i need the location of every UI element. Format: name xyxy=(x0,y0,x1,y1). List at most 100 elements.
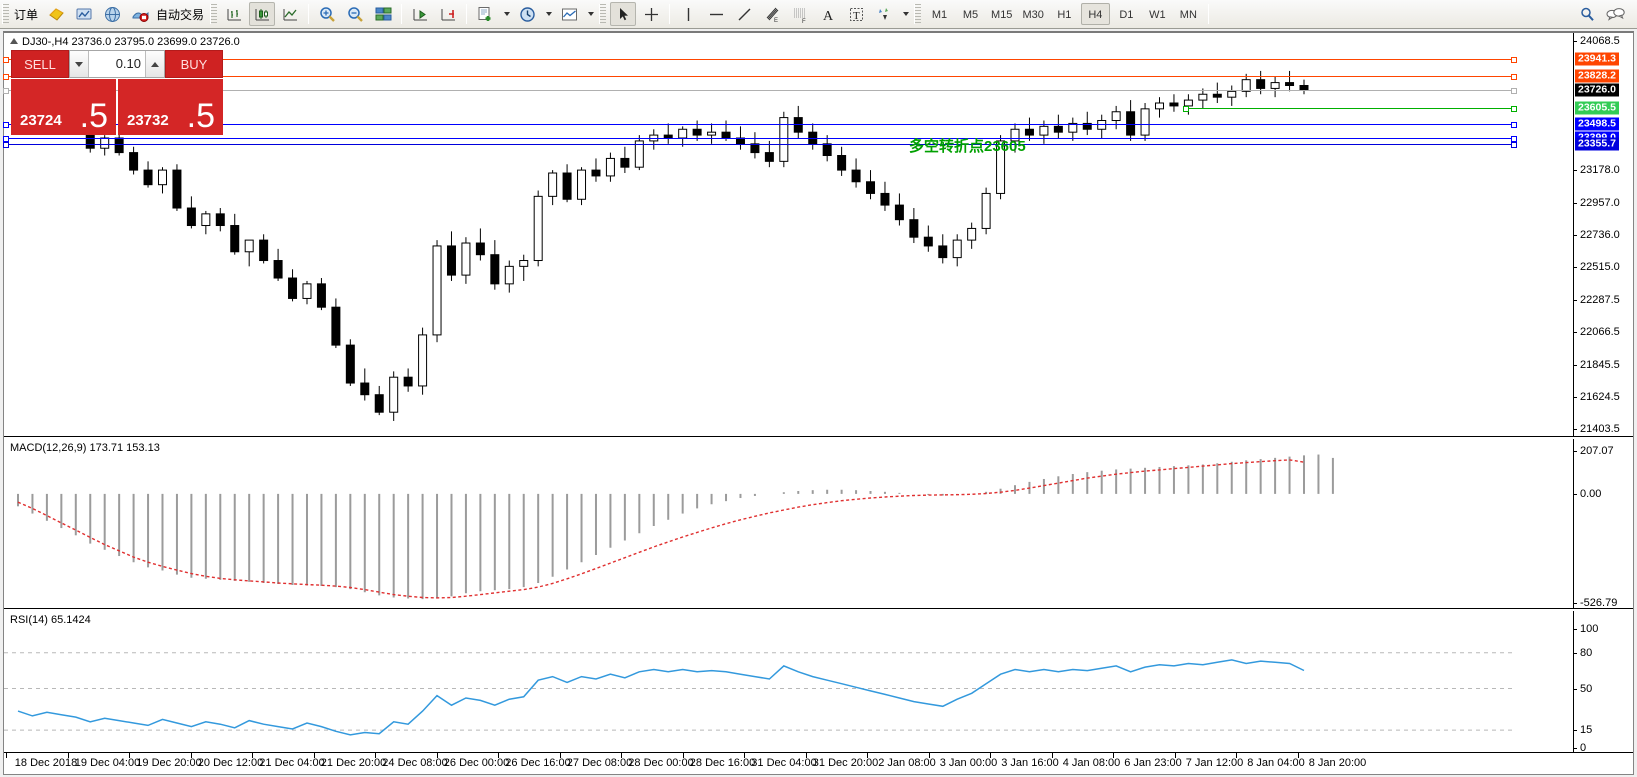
volume-input-group[interactable]: 0.10 xyxy=(69,50,165,78)
price-tick-label: 23178.0 xyxy=(1580,164,1620,177)
price-badge[interactable]: 23941.3 xyxy=(1575,52,1619,66)
timeframe-m15[interactable]: M15 xyxy=(991,9,1013,21)
toolbar-grip-3[interactable] xyxy=(599,4,607,24)
indicators-dropdown-icon[interactable] xyxy=(584,2,596,26)
timeframe-h4[interactable]: H4 xyxy=(1080,3,1110,25)
periods-icon[interactable] xyxy=(514,2,540,26)
volume-increment-icon[interactable] xyxy=(145,51,164,77)
price-level-handle-right[interactable] xyxy=(1511,121,1517,128)
signals-icon[interactable] xyxy=(71,2,97,26)
objects-dropdown-icon[interactable] xyxy=(899,2,911,26)
volume-value[interactable]: 0.10 xyxy=(89,51,145,77)
market-icon[interactable] xyxy=(99,2,125,26)
price-pane[interactable]: DJ30-,H4 23736.0 23795.0 23699.0 23726.0… xyxy=(3,33,1633,437)
price-level-handle[interactable] xyxy=(3,136,9,143)
price-level-line[interactable] xyxy=(3,121,1517,128)
price-level-line[interactable] xyxy=(1183,106,1517,113)
buy-button[interactable]: BUY xyxy=(165,50,223,78)
fibonacci-icon[interactable]: F xyxy=(787,2,813,26)
autotrade-label[interactable]: 自动交易 xyxy=(156,7,205,22)
one-click-trading-panel[interactable]: SELL 0.10 BUY 23724 .5 23732 .5 xyxy=(11,50,223,135)
price-level-handle-right[interactable] xyxy=(1511,73,1517,80)
price-axis[interactable]: 24068.5 23178.0 22957.0 22736.0 22515.0 … xyxy=(1573,33,1633,436)
sell-button[interactable]: SELL xyxy=(11,50,69,78)
buy-price-box[interactable]: 23732 .5 xyxy=(118,79,223,135)
timeframe-m1[interactable]: M1 xyxy=(931,9,948,21)
crosshair-icon[interactable] xyxy=(638,2,664,26)
templates-dropdown-icon[interactable] xyxy=(500,2,512,26)
order-button-label[interactable]: 订单 xyxy=(14,7,39,22)
bar-chart-icon[interactable] xyxy=(221,2,247,26)
chart-window[interactable]: DJ30-,H4 23736.0 23795.0 23699.0 23726.0… xyxy=(3,31,1634,775)
tile-windows-icon[interactable] xyxy=(370,2,396,26)
line-chart-icon[interactable] xyxy=(277,2,303,26)
price-level-handle[interactable] xyxy=(3,73,9,80)
indicators-icon[interactable] xyxy=(556,2,582,26)
periods-dropdown-icon[interactable] xyxy=(542,2,554,26)
macd-pane[interactable]: MACD(12,26,9) 173.71 153.13 207.07 0.00 … xyxy=(4,439,1633,609)
macd-plot-area[interactable] xyxy=(4,439,1633,608)
price-badge[interactable]: 23355.7 xyxy=(1575,137,1619,151)
price-level-handle-right[interactable] xyxy=(1511,88,1517,95)
chat-icon[interactable] xyxy=(1602,2,1628,26)
volume-dropdown-icon[interactable] xyxy=(70,51,89,77)
price-level-handle-right[interactable] xyxy=(1511,142,1517,149)
price-badge[interactable]: 23605.5 xyxy=(1575,101,1619,115)
price-badge[interactable]: 23726.0 xyxy=(1575,83,1619,97)
price-level-line[interactable] xyxy=(3,88,1517,95)
toolbar-grip-2[interactable] xyxy=(210,4,218,24)
macd-axis[interactable]: 207.07 0.00 -526.79 xyxy=(1573,439,1633,609)
price-tick-label: 22515.0 xyxy=(1580,261,1620,274)
price-level-handle-right[interactable] xyxy=(1511,136,1517,143)
price-level-handle[interactable] xyxy=(3,142,9,149)
price-level-handle[interactable] xyxy=(1183,106,1189,113)
sell-price-box[interactable]: 23724 .5 xyxy=(11,79,116,135)
price-level-handle[interactable] xyxy=(3,121,9,128)
chart-annotation-label[interactable]: 多空转折点23605 xyxy=(909,138,1026,155)
toolbar-grip[interactable] xyxy=(2,4,9,24)
timeframe-w1[interactable]: W1 xyxy=(1149,9,1166,21)
price-level-line[interactable] xyxy=(3,142,1517,149)
price-badge[interactable]: 23828.2 xyxy=(1575,69,1619,83)
price-level-line[interactable] xyxy=(3,73,1517,80)
vertical-line-icon[interactable] xyxy=(675,2,701,26)
auto-scroll-icon[interactable] xyxy=(435,2,461,26)
rsi-pane[interactable]: RSI(14) 65.1424 100 80 50 15 0 xyxy=(4,611,1633,754)
price-plot-area[interactable] xyxy=(4,33,1633,436)
timeframe-m30[interactable]: M30 xyxy=(1022,9,1044,21)
zoom-out-icon[interactable] xyxy=(342,2,368,26)
text-box-icon[interactable]: T xyxy=(843,2,869,26)
collapse-triangle-icon[interactable] xyxy=(10,38,18,44)
time-axis-label: 3 Jan 00:00 xyxy=(939,757,998,769)
text-label-icon[interactable]: A xyxy=(815,2,841,26)
expert-advisors-icon[interactable] xyxy=(43,2,69,26)
trendline-icon[interactable] xyxy=(731,2,757,26)
timeframe-mn[interactable]: MN xyxy=(1179,9,1197,21)
timeframe-m5[interactable]: M5 xyxy=(962,9,979,21)
price-level-line[interactable] xyxy=(3,57,1517,64)
zoom-in-icon[interactable] xyxy=(314,2,340,26)
price-level-handle[interactable] xyxy=(3,57,9,64)
objects-icon[interactable] xyxy=(871,2,897,26)
time-axis[interactable]: 18 Dec 2018 19 Dec 04:00 19 Dec 20:00 20… xyxy=(4,752,1633,774)
rsi-plot-area[interactable] xyxy=(4,611,1633,754)
chart-shift-icon[interactable] xyxy=(407,2,433,26)
candlestick-chart-icon[interactable] xyxy=(249,2,276,26)
price-level-handle[interactable] xyxy=(3,88,9,95)
price-level-line[interactable] xyxy=(3,136,1517,143)
search-icon[interactable] xyxy=(1574,2,1600,26)
price-level-handle-right[interactable] xyxy=(1511,57,1517,64)
autotrade-icon[interactable] xyxy=(127,2,153,26)
horizontal-line-icon[interactable] xyxy=(703,2,729,26)
time-axis-label: 20 Dec 12:00 xyxy=(197,757,264,769)
price-level-handle-right[interactable] xyxy=(1511,106,1517,113)
pointer-icon[interactable] xyxy=(610,2,637,26)
price-badge[interactable]: 23498.5 xyxy=(1575,117,1619,131)
chart-symbol-header: DJ30-,H4 23736.0 23795.0 23699.0 23726.0 xyxy=(10,36,240,48)
timeframe-d1[interactable]: D1 xyxy=(1119,9,1134,21)
equidistant-channel-icon[interactable]: E xyxy=(759,2,785,26)
toolbar-grip-4[interactable] xyxy=(914,4,922,24)
timeframe-h1[interactable]: H1 xyxy=(1057,9,1072,21)
templates-icon[interactable] xyxy=(472,2,498,26)
rsi-axis[interactable]: 100 80 50 15 0 xyxy=(1573,611,1633,754)
